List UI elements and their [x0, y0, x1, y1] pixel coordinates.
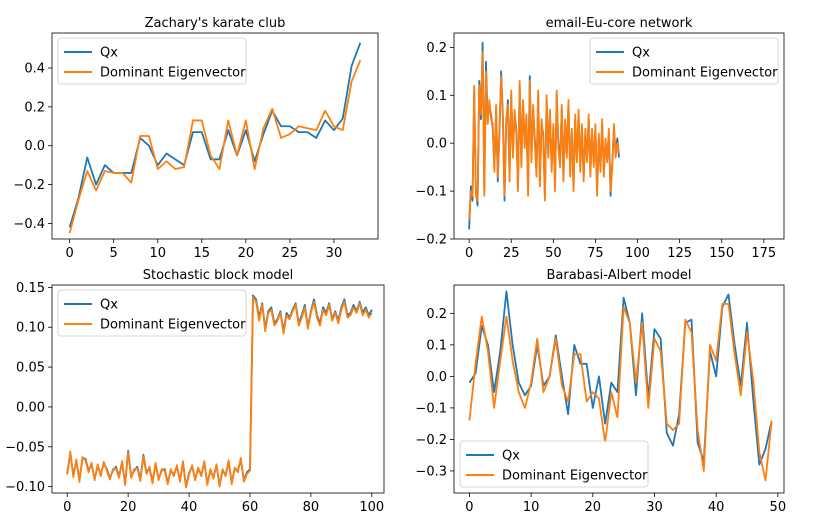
y-tick-label: −0.1: [415, 401, 447, 416]
legend-label: Qx: [632, 46, 650, 61]
y-tick-label: 0.05: [16, 361, 45, 376]
legend-box: [589, 37, 779, 85]
axes-frame: [51, 32, 379, 240]
x-tick-label: 80: [303, 500, 320, 515]
y-tick-label: −0.05: [5, 440, 45, 455]
chart-4: 0 10 20 30 40 50 −0.3 −0.2 −0.1 0.0 0.1 0.2 Barabasi…: [415, 268, 786, 515]
y-tick-label: 0.4: [24, 61, 45, 76]
x-tick-label: 0: [465, 500, 473, 515]
x-tick-label: 10: [149, 246, 166, 261]
chart-2: 0 25 50 75 100 125 150 175 −0.2 −0.1 0.0 0.1 0.2 emai…: [415, 16, 785, 261]
x-tick-label: 50: [545, 246, 562, 261]
chart-3: 0 20 40 60 80 100 −0.10 −0.05 0.00 0.05 0.10 0.15 St…: [5, 268, 385, 515]
legend-box: [57, 37, 247, 85]
legend-box: [459, 440, 649, 488]
chart-title: Stochastic block model: [143, 268, 294, 283]
legend-label: Qx: [502, 449, 520, 464]
series-line-dominant-eigenvector: [468, 303, 773, 482]
legend-label: Dominant Eigenvector: [502, 469, 648, 484]
axes-frame: [51, 284, 385, 494]
y-tick-label: 0.15: [16, 281, 45, 296]
y-tick-label: −0.2: [415, 233, 447, 248]
legend-label: Qx: [100, 46, 118, 61]
x-tick-label: 15: [194, 246, 211, 261]
y-tick-label: 0.1: [426, 338, 447, 353]
y-tick-label: 0.0: [426, 370, 447, 385]
x-tick-label: 0: [63, 500, 71, 515]
legend: Qx Dominant Eigenvector: [459, 440, 649, 488]
x-tick-label: 25: [503, 246, 520, 261]
x-tick-label: 5: [110, 246, 118, 261]
legend-label: Dominant Eigenvector: [100, 318, 246, 333]
y-tick-label: 0.2: [24, 100, 45, 115]
y-tick-label: 0.0: [426, 137, 447, 152]
axes-frame: [453, 32, 785, 240]
x-tick-label: 40: [708, 500, 725, 515]
legend-box: [57, 289, 247, 337]
x-tick-label: 100: [625, 246, 650, 261]
legend: Qx Dominant Eigenvector: [589, 37, 779, 85]
y-tick-label: 0.1: [426, 89, 447, 104]
legend-label: Qx: [100, 298, 118, 313]
x-tick-label: 60: [242, 500, 259, 515]
series-line-dominant-eigenvector: [68, 59, 362, 234]
y-tick-label: 0.00: [16, 400, 45, 415]
y-tick-label: −0.4: [13, 217, 45, 232]
axes-frame: [453, 284, 785, 494]
y-tick-label: 0.2: [426, 41, 447, 56]
y-tick-label: −0.10: [5, 480, 45, 495]
chart-1: 0 5 10 15 20 25 30 −0.4 −0.2 0.0 0.2 0.4 Zachary's k…: [13, 16, 379, 261]
x-tick-label: 20: [120, 500, 137, 515]
series-line-dominant-eigenvector: [66, 296, 373, 489]
x-tick-label: 125: [667, 246, 692, 261]
x-tick-label: 40: [181, 500, 198, 515]
x-tick-label: 10: [523, 500, 540, 515]
series-line-dominant-eigenvector: [468, 51, 620, 220]
legend: Qx Dominant Eigenvector: [57, 37, 247, 85]
x-tick-label: 0: [65, 246, 73, 261]
x-tick-label: 150: [709, 246, 734, 261]
x-tick-label: 75: [587, 246, 604, 261]
x-tick-label: 30: [646, 500, 663, 515]
y-tick-label: −0.1: [415, 185, 447, 200]
legend: Qx Dominant Eigenvector: [57, 289, 247, 337]
y-tick-label: −0.3: [415, 464, 447, 479]
chart-title: Barabasi-Albert model: [546, 268, 691, 283]
x-tick-label: 20: [238, 246, 255, 261]
x-tick-label: 25: [282, 246, 299, 261]
y-tick-label: −0.2: [13, 178, 45, 193]
y-tick-label: 0.0: [24, 139, 45, 154]
legend-label: Dominant Eigenvector: [632, 66, 778, 81]
x-tick-label: 30: [326, 246, 343, 261]
chart-title: email-Eu-core network: [546, 16, 693, 31]
x-tick-label: 175: [751, 246, 776, 261]
y-tick-label: 0.10: [16, 321, 45, 336]
x-tick-label: 20: [585, 500, 602, 515]
y-tick-label: −0.2: [415, 433, 447, 448]
x-tick-label: 0: [465, 246, 473, 261]
chart-title: Zachary's karate club: [145, 16, 286, 31]
y-tick-label: 0.2: [426, 307, 447, 322]
x-tick-label: 50: [770, 500, 787, 515]
x-tick-label: 100: [359, 500, 384, 515]
legend-label: Dominant Eigenvector: [100, 66, 246, 81]
